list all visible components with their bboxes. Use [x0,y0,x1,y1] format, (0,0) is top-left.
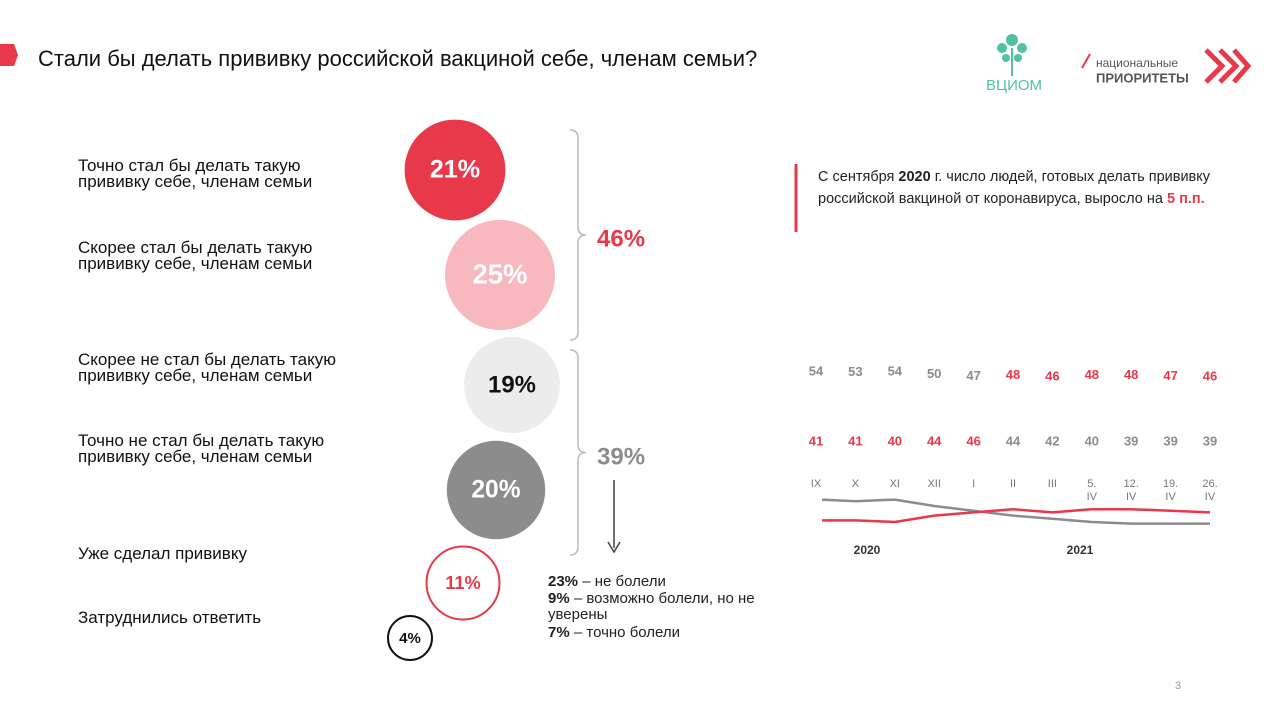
value-label: 40 [888,433,902,448]
x-tick-label: IX [810,478,822,490]
x-tick-label: III [1047,478,1057,490]
category-label: Скорее не стал бы делать такую прививку … [78,350,336,385]
note-value: 7% [548,624,570,641]
callout-text: С сентября [818,169,899,185]
category-label: Уже сделал прививку [78,544,247,563]
bubble-label: 20% [471,477,520,504]
group-label: 46% [597,225,645,252]
title: Стали бы делать прививку российской вакц… [38,46,757,71]
group-bracket [569,349,587,556]
category-label: Затруднились ответить [78,608,262,627]
page-number: 3 [1175,680,1181,692]
group-bracket [569,129,587,341]
category-label: Точно не стал бы делать такую прививку с… [78,431,325,466]
value-label: 53 [848,364,862,379]
bubble [445,220,555,330]
value-label: 47 [1163,368,1177,383]
x-tick-label: XII [927,478,941,490]
value-label: 46 [1045,368,1059,383]
value-label: 39 [1124,433,1138,448]
value-label: 41 [848,433,862,448]
arrow [607,480,621,554]
value-label: 44 [927,433,942,448]
bubble [425,545,501,621]
value-label: 46 [966,433,980,448]
value-label: 42 [1045,433,1059,448]
logo-text: ПРИОРИТЕТЫ [1096,70,1189,85]
x-tick-label: 26. IV [1202,478,1218,503]
bubble-label: 11% [445,572,481,593]
value-label: 50 [927,366,941,381]
value-label: 48 [1006,367,1020,382]
logo-text: национальные [1096,56,1178,70]
value-label: 48 [1124,367,1138,382]
note: 23% – не болели [548,574,768,590]
note-text: – не болели [578,573,666,590]
line [822,507,1211,524]
x-tick-label: I [972,478,976,490]
bubble-label: 25% [472,258,527,289]
callout-text: 2020 [898,169,931,185]
value-label: 39 [1203,433,1217,448]
note: 7% – точно болели [548,625,768,641]
note: 9% – возможно болели, но не уверены [548,591,758,623]
note-value: 9% [548,590,570,607]
x-tick-label: XI [889,478,900,490]
bubble-label: 4% [399,630,421,647]
value-label: 54 [809,364,824,379]
x-tick-label: 12. IV [1123,478,1139,503]
bubble-label: 19% [488,371,536,398]
category-label: Точно стал бы делать такую прививку себе… [78,156,313,191]
note-text: – точно болели [569,624,681,641]
bubble [387,615,433,661]
title-marker [0,44,18,66]
year-label: 2021 [1067,543,1094,557]
callout-text: г. число людей, готовых делать прививку … [818,169,1211,207]
logo-text: ВЦИОМ [986,77,1042,94]
x-tick-label: II [1009,478,1017,490]
value-label: 54 [888,364,903,379]
value-label: 41 [809,433,823,448]
callout: С сентября 2020 г. число людей, готовых … [818,166,1238,210]
value-label: 48 [1085,367,1099,382]
note-text: – возможно болели, но не уверены [548,590,755,623]
bubble [464,337,560,433]
bubble-label: 21% [430,156,480,184]
value-label: 40 [1085,433,1099,448]
bubble [446,440,546,540]
value-label: 44 [1006,433,1021,448]
callout-text: 5 п.п. [1167,191,1205,207]
category-label: Скорее стал бы делать такую прививку себ… [78,238,313,273]
x-tick-label: 5. IV [1086,478,1097,503]
value-label: 46 [1203,368,1217,383]
group-label: 39% [597,443,645,470]
value-label: 47 [966,368,980,383]
x-tick-label: 19. IV [1162,478,1179,503]
bubble [404,119,506,221]
logo-priorities: национальные ПРИОРИТЕТЫ [1081,48,1252,85]
note-value: 23% [548,573,579,590]
x-tick-label: X [851,478,860,490]
logo-vciom: ВЦИОМ [986,34,1042,94]
year-label: 2020 [854,543,881,557]
value-label: 39 [1163,433,1177,448]
line [821,498,1210,525]
